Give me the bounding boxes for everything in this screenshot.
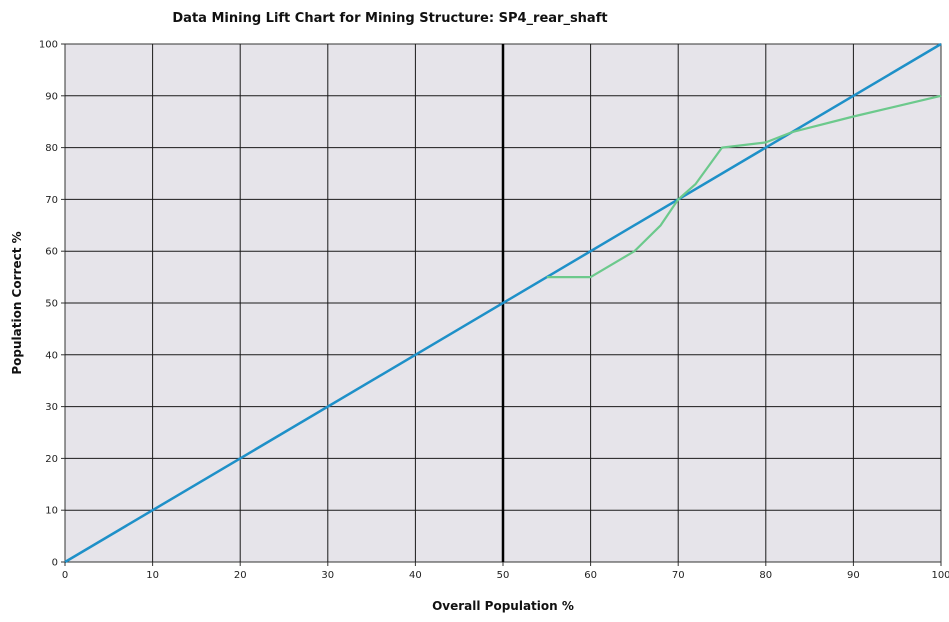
x-axis-ticks: 0 10 20 30 40 50 60 70 80 90 100: [62, 562, 949, 581]
x-tick-label: 30: [321, 570, 334, 581]
y-tick-label: 40: [45, 350, 58, 361]
y-tick-label: 50: [45, 299, 58, 310]
series-group: [64, 42, 942, 564]
y-axis-label: Population Correct %: [10, 231, 24, 374]
y-axis-ticks: 0 10 20 30 40 50 60 70 80 90 100: [39, 40, 65, 569]
series-line-2: [546, 94, 942, 279]
x-tick-label: 0: [62, 570, 68, 581]
y-tick-label: 20: [45, 454, 58, 465]
x-tick-label: 40: [409, 570, 422, 581]
x-tick-label: 60: [584, 570, 597, 581]
y-tick-label: 70: [45, 195, 58, 206]
y-tick-label: 0: [52, 558, 58, 569]
y-tick-label: 80: [45, 143, 58, 154]
x-tick-label: 100: [931, 570, 949, 581]
chart-title: Data Mining Lift Chart for Mining Struct…: [172, 11, 607, 26]
y-tick-label: 30: [45, 402, 58, 413]
x-tick-label: 50: [497, 570, 510, 581]
y-tick-label: 100: [39, 40, 58, 51]
x-tick-label: 80: [759, 570, 772, 581]
x-tick-label: 70: [672, 570, 685, 581]
y-tick-label: 90: [45, 91, 58, 102]
x-axis-label: Overall Population %: [432, 599, 574, 613]
y-tick-label: 10: [45, 506, 58, 517]
x-tick-label: 90: [847, 570, 860, 581]
x-tick-label: 20: [234, 570, 247, 581]
x-tick-label: 10: [146, 570, 159, 581]
y-tick-label: 60: [45, 247, 58, 258]
